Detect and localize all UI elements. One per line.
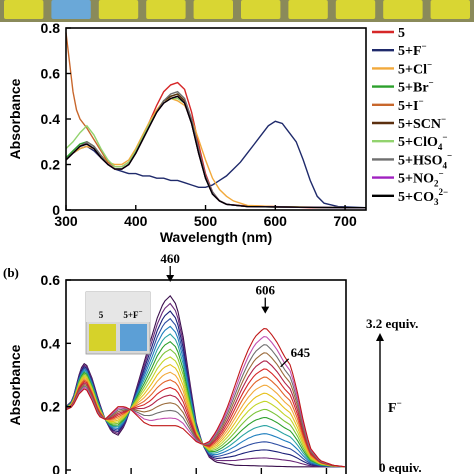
titration-indicator: 3.2 equiv. 0 equiv. F−: [366, 316, 422, 474]
peak-label: 606: [256, 283, 276, 298]
vial: [335, 0, 376, 19]
titration-arrowhead: [376, 333, 384, 341]
y-tick-label: 0.8: [41, 20, 61, 36]
x-tick-label: 500: [194, 213, 218, 229]
legend-entry: 5+ClO4−: [398, 132, 448, 152]
vial: [193, 0, 233, 19]
legend-entry: 5+F−: [398, 41, 427, 59]
inset-top: [86, 292, 150, 322]
peak-label: 460: [160, 251, 180, 266]
inset-vial-yellow: [89, 324, 116, 351]
vial: [430, 0, 470, 19]
vial: [98, 0, 139, 19]
legend-entry: 5: [398, 26, 405, 41]
panel-a-legend: 55+F−5+Cl−5+Br−5+I−5+SCN−5+ClO4−5+HSO4−5…: [372, 26, 452, 207]
y-tick-label: 0: [52, 462, 60, 474]
series-line: [65, 95, 366, 209]
legend-entry: 5+Cl−: [398, 59, 432, 77]
x-tick-label: 600: [264, 213, 288, 229]
panel-b: (b) 0 0.2 0.4 0.6 Absorbance 5 5+F− 460 606 64…: [3, 251, 422, 474]
peak-arrowhead: [261, 306, 270, 314]
titration-analyte-label: F−: [388, 398, 402, 416]
panel-a-x-ticks: 300 400 500 600 700: [54, 205, 357, 229]
y-tick-label: 0.6: [41, 272, 61, 288]
peak-arrow: [280, 358, 290, 368]
inset-vial-blue: [120, 324, 147, 351]
vial: [4, 0, 44, 19]
titration-end-label: 3.2 equiv.: [366, 316, 418, 331]
x-tick-label: 300: [54, 213, 78, 229]
x-tick-label: 400: [124, 213, 148, 229]
legend-entry: 5+SCN−: [398, 114, 446, 132]
y-tick-label: 0.6: [41, 66, 61, 82]
inset-label: 5+F−: [123, 308, 142, 320]
vial: [383, 0, 423, 19]
vial: [241, 0, 281, 19]
vial-strip: [0, 0, 474, 22]
inset-photo: 5 5+F−: [85, 291, 151, 355]
y-tick-label: 0: [52, 202, 60, 218]
legend-entry: 5+NO2−: [398, 169, 444, 189]
panel-a-lines: [65, 32, 367, 209]
y-tick-label: 0.2: [41, 399, 61, 415]
titration-curve: [65, 328, 345, 468]
legend-entry: 5+Br−: [398, 78, 434, 96]
y-tick-label: 0.2: [41, 157, 61, 173]
panel-b-y-ticks: 0 0.2 0.4 0.6: [41, 272, 71, 474]
peak-annotations: 460 606 645: [160, 251, 311, 368]
panel-b-y-axis-label: Absorbance: [7, 344, 23, 425]
panel-a: 300 400 500 600 700 0 0.2 0.4 0.6 0.8 Wavelength…: [0, 0, 474, 245]
vial: [51, 0, 91, 19]
vial: [288, 0, 328, 19]
panel-b-label: (b): [3, 265, 19, 280]
legend-entry: 5+HSO4−: [398, 150, 452, 170]
panel-b-lines: [65, 294, 345, 468]
panel-b-x-ticks: [130, 468, 328, 474]
panel-b-plot-frame: [65, 279, 347, 474]
panel-a-y-axis-label: Absorbance: [7, 78, 23, 159]
legend-entry: 5+I−: [398, 96, 424, 114]
peak-arrowhead: [166, 275, 175, 282]
vial: [146, 0, 186, 19]
titration-start-label: 0 equiv.: [379, 460, 422, 474]
y-tick-label: 0.4: [41, 335, 61, 351]
x-tick-label: 700: [333, 213, 357, 229]
inset-label: 5: [99, 310, 104, 320]
peak-label: 645: [291, 345, 311, 360]
panel-a-y-ticks: 0 0.2 0.4 0.6 0.8: [41, 20, 71, 218]
legend-entry: 5+CO32−: [398, 187, 448, 207]
y-tick-label: 0.4: [41, 111, 61, 127]
panel-a-x-axis-label: Wavelength (nm): [160, 229, 272, 245]
